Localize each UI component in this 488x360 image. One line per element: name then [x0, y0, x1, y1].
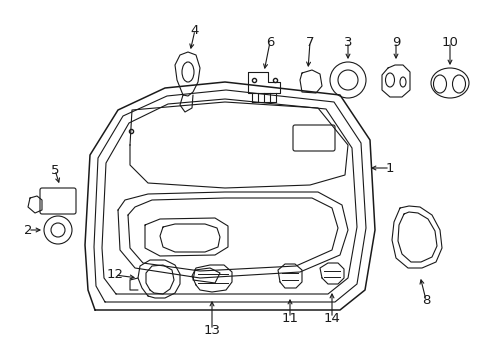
Text: 14: 14	[323, 311, 340, 324]
Text: 11: 11	[281, 311, 298, 324]
Text: 1: 1	[385, 162, 393, 175]
Text: 12: 12	[106, 269, 123, 282]
Text: 4: 4	[190, 23, 199, 36]
Text: 3: 3	[343, 36, 351, 49]
Text: 7: 7	[305, 36, 314, 49]
Text: 10: 10	[441, 36, 458, 49]
Text: 13: 13	[203, 324, 220, 337]
Text: 8: 8	[421, 293, 429, 306]
Text: 9: 9	[391, 36, 399, 49]
Text: 2: 2	[24, 224, 32, 237]
Text: 6: 6	[265, 36, 274, 49]
Text: 5: 5	[51, 163, 59, 176]
